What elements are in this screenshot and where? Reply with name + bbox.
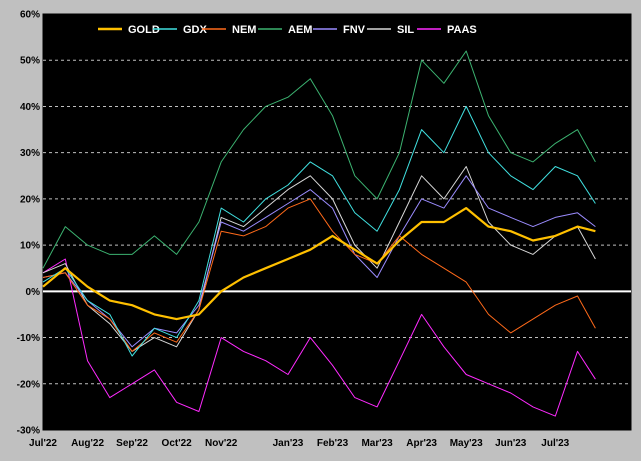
y-tick-label: 0% <box>26 287 41 298</box>
x-tick-label: May'23 <box>450 438 483 449</box>
x-axis-ticks: Jul'22 Aug'22 Sep'22 Oct'22 Nov'22 Jan'23 Feb'… <box>29 438 570 449</box>
series-line-nem <box>42 198 596 352</box>
y-tick-label: 50% <box>20 56 40 67</box>
y-tick-label: -10% <box>17 333 40 344</box>
legend-label-nem: NEM <box>232 24 256 36</box>
series-line-aem <box>42 50 596 269</box>
series-lines <box>42 50 596 417</box>
plot-background <box>42 13 632 431</box>
x-tick-label: Feb'23 <box>317 438 349 449</box>
x-tick-label: Oct'22 <box>162 438 193 449</box>
x-tick-label: Aug'22 <box>71 438 104 449</box>
series-line-gdx <box>42 105 596 357</box>
x-tick-label: Mar'23 <box>361 438 393 449</box>
legend-label-aem: AEM <box>288 24 312 36</box>
x-tick-label: Nov'22 <box>205 438 238 449</box>
y-axis-ticks: 60% 50% 40% 30% 20% 10% 0% -10% -20% -30% <box>17 10 40 437</box>
x-tick-label: Apr'23 <box>406 438 437 449</box>
y-tick-label: -30% <box>17 426 40 437</box>
y-tick-label: 10% <box>20 241 40 252</box>
y-tick-label: 30% <box>20 148 40 159</box>
legend-label-fnv: FNV <box>343 24 366 36</box>
x-tick-label: Jul'22 <box>29 438 57 449</box>
legend-label-gold: GOLD <box>128 24 160 36</box>
series-line-paas <box>42 258 596 417</box>
legend-label-sil: SIL <box>397 24 414 36</box>
y-tick-label: 60% <box>20 10 40 21</box>
x-tick-label: Jan'23 <box>273 438 304 449</box>
legend-label-gdx: GDX <box>183 24 208 36</box>
series-line-fnv <box>42 175 596 348</box>
legend-label-paas: PAAS <box>447 24 477 36</box>
grid-lines <box>43 59 631 385</box>
x-tick-label: Sep'22 <box>116 438 148 449</box>
series-line-gold <box>42 207 596 321</box>
x-tick-label: Jul'23 <box>541 438 569 449</box>
y-tick-label: 40% <box>20 102 40 113</box>
x-tick-label: Jun'23 <box>495 438 527 449</box>
y-tick-label: 20% <box>20 194 40 205</box>
series-line-sil <box>42 166 596 352</box>
y-tick-label: -20% <box>17 379 40 390</box>
legend: GOLD GDX NEM AEM FNV SIL PAAS <box>98 24 477 36</box>
